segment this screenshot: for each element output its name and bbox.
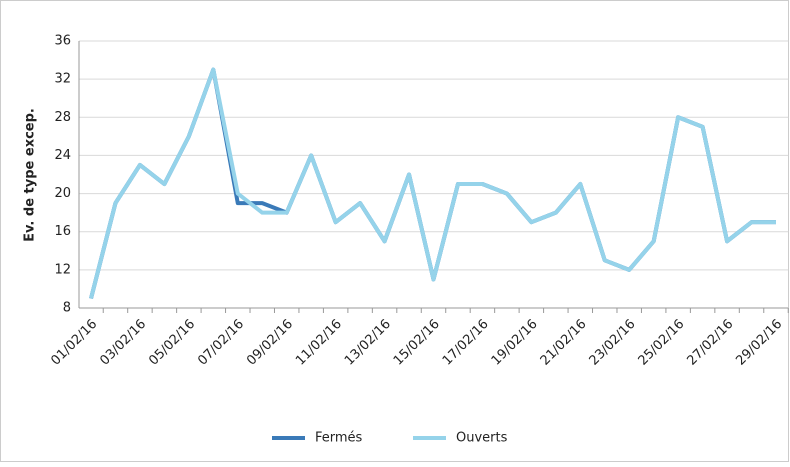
y-tick-label: 28 (54, 110, 71, 125)
y-tick-label: 16 (54, 224, 71, 239)
y-tick-label: 36 (54, 34, 71, 49)
legend-label: Fermés (315, 431, 363, 446)
y-axis-label: Ev. de type excep. (23, 108, 38, 242)
y-tick-label: 8 (63, 301, 71, 316)
y-tick-label: 12 (54, 262, 71, 277)
y-tick-label: 32 (54, 72, 71, 87)
line-series (89, 67, 776, 299)
legend-label: Ouverts (456, 431, 508, 446)
y-tick-label: 20 (54, 186, 71, 201)
y-tick-label: 24 (54, 148, 71, 163)
